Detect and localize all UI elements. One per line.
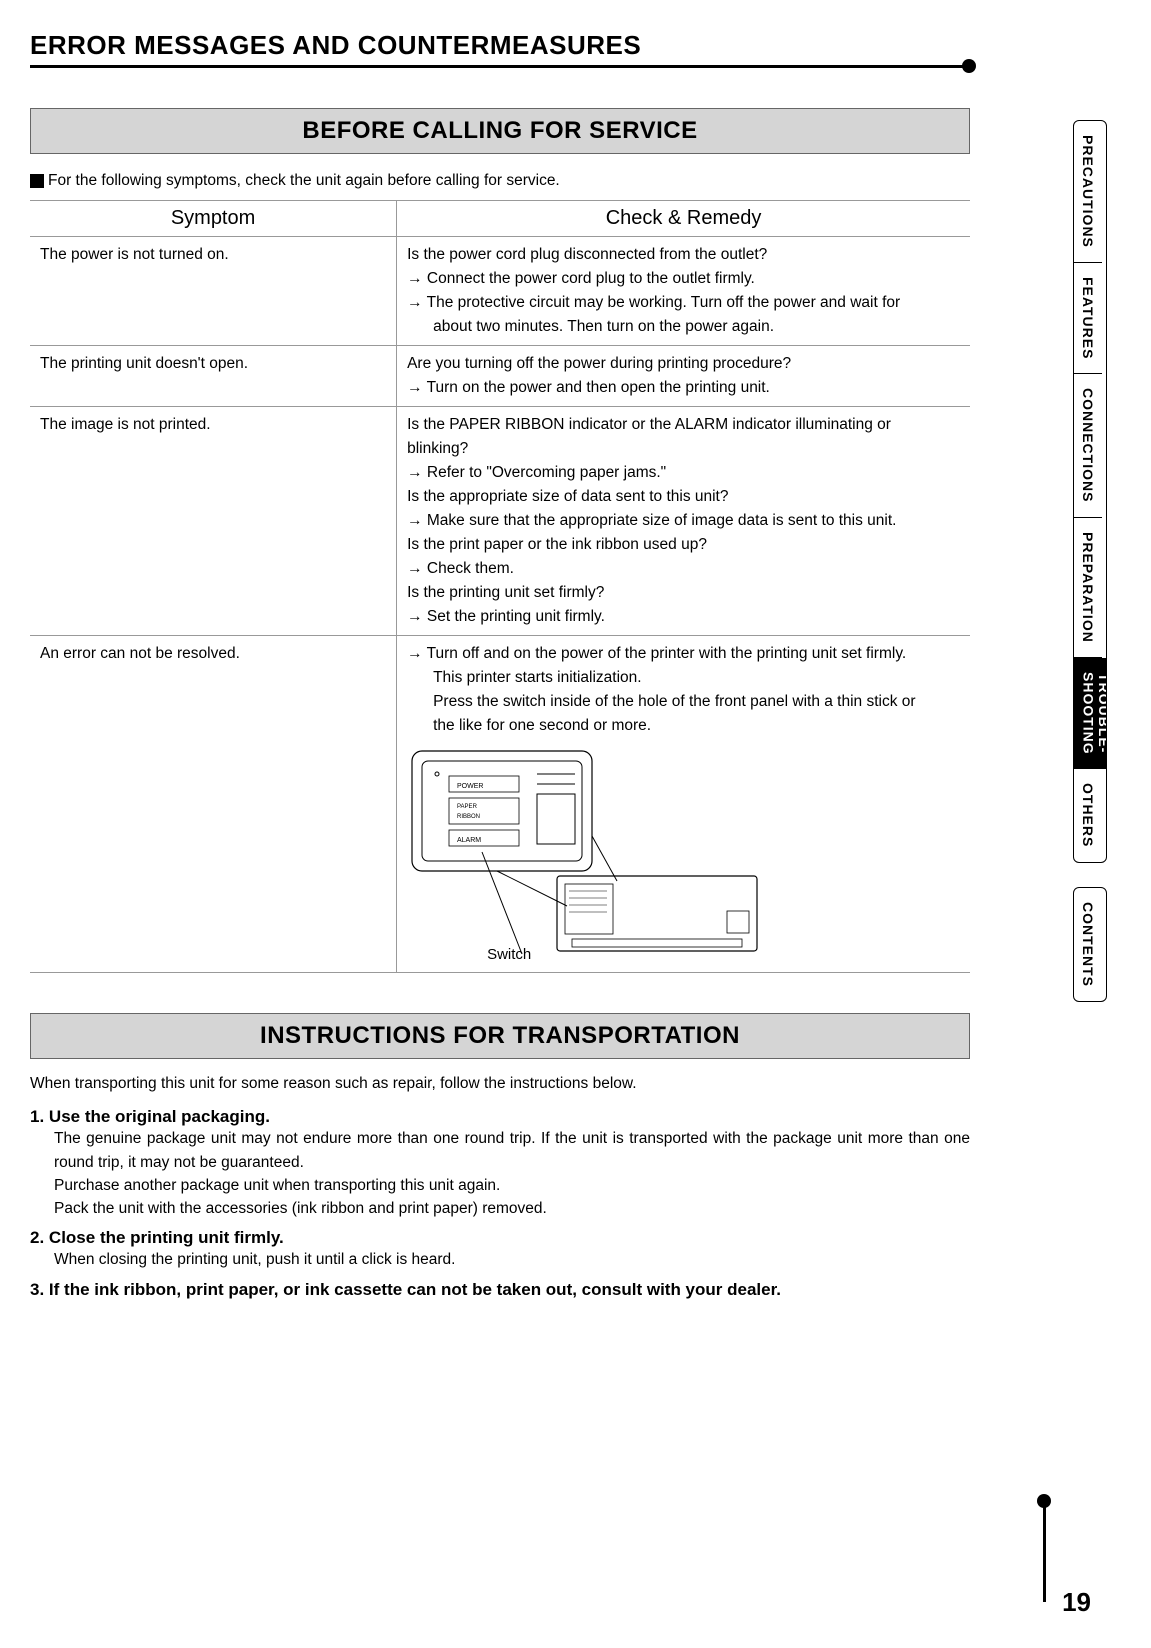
switch-label: Switch [487, 943, 531, 966]
remedy-line: Is the printing unit set firmly? [407, 581, 960, 605]
remedy-cell: Are you turning off the power during pri… [397, 346, 970, 407]
symptom-cell: The printing unit doesn't open. [30, 346, 397, 407]
remedy-line: → Set the printing unit firmly. [407, 605, 960, 629]
tab-connections[interactable]: CONNECTIONS [1074, 374, 1102, 517]
table-row: The printing unit doesn't open. Are you … [30, 346, 970, 407]
remedy-line: → Refer to "Overcoming paper jams." [407, 461, 960, 485]
remedy-line: Is the PAPER RIBBON indicator or the ALA… [407, 413, 960, 437]
body-line: Purchase another package unit when trans… [54, 1174, 970, 1197]
section-header-transport: INSTRUCTIONS FOR TRANSPORTATION [30, 1013, 970, 1059]
body-line: The genuine package unit may not endure … [54, 1127, 970, 1174]
remedy-cell: → Turn off and on the power of the print… [397, 636, 970, 973]
remedy-line: → Connect the power cord plug to the out… [407, 267, 960, 291]
instruction-head: 1. Use the original packaging. [30, 1107, 970, 1127]
instruction-num: 2. [30, 1228, 44, 1247]
instruction-title: If the ink ribbon, print paper, or ink c… [49, 1280, 781, 1299]
remedy-line: Is the power cord plug disconnected from… [407, 243, 960, 267]
tab-others[interactable]: OTHERS [1074, 769, 1102, 861]
instruction-body: The genuine package unit may not endure … [30, 1127, 970, 1220]
table-row: The image is not printed. Is the PAPER R… [30, 407, 970, 636]
body-line: When closing the printing unit, push it … [54, 1248, 970, 1271]
instruction-title: Use the original packaging. [49, 1107, 270, 1126]
svg-text:PAPER: PAPER [457, 804, 478, 810]
remedy-cell: Is the PAPER RIBBON indicator or the ALA… [397, 407, 970, 636]
tab-preparation[interactable]: PREPARATION [1074, 518, 1102, 658]
title-dot-icon [962, 59, 976, 73]
tab-troubleshooting[interactable]: TROUBLE- SHOOTING [1074, 658, 1107, 770]
page-title: ERROR MESSAGES AND COUNTERMEASURES [30, 30, 970, 68]
tab-group-main: PRECAUTIONS FEATURES CONNECTIONS PREPARA… [1073, 120, 1107, 863]
remedy-line: blinking? [407, 437, 960, 461]
instruction-title: Close the printing unit firmly. [49, 1228, 284, 1247]
page-number: 19 [1062, 1587, 1091, 1618]
side-tabs: PRECAUTIONS FEATURES CONNECTIONS PREPARA… [1073, 120, 1107, 1026]
remedy-line: → Check them. [407, 557, 960, 581]
svg-text:RIBBON: RIBBON [457, 814, 480, 820]
instruction-item: 3. If the ink ribbon, print paper, or in… [30, 1280, 970, 1300]
tab-group-contents: CONTENTS [1073, 887, 1107, 1002]
table-row: The power is not turned on. Is the power… [30, 237, 970, 346]
remedy-line: → The protective circuit may be working.… [407, 291, 960, 315]
remedy-line: the like for one second or more. [407, 714, 960, 738]
instruction-item: 1. Use the original packaging. The genui… [30, 1107, 970, 1220]
symptom-table: Symptom Check & Remedy The power is not … [30, 200, 970, 973]
remedy-line: Press the switch inside of the hole of t… [407, 690, 960, 714]
tab-contents[interactable]: CONTENTS [1074, 888, 1102, 1001]
remedy-line: about two minutes. Then turn on the powe… [407, 315, 960, 339]
bullet-square-icon [30, 174, 44, 188]
instruction-num: 1. [30, 1107, 44, 1126]
intro-service-text: For the following symptoms, check the un… [48, 172, 560, 189]
symptom-cell: The power is not turned on. [30, 237, 397, 346]
instruction-item: 2. Close the printing unit firmly. When … [30, 1228, 970, 1271]
remedy-line: → Turn off and on the power of the print… [407, 642, 960, 666]
body-line: Pack the unit with the accessories (ink … [54, 1197, 970, 1220]
instruction-head: 3. If the ink ribbon, print paper, or in… [30, 1280, 970, 1300]
tab-features[interactable]: FEATURES [1074, 263, 1102, 374]
svg-text:ALARM: ALARM [457, 837, 481, 844]
remedy-line: Is the print paper or the ink ribbon use… [407, 533, 960, 557]
remedy-cell: Is the power cord plug disconnected from… [397, 237, 970, 346]
instructions-list: 1. Use the original packaging. The genui… [30, 1107, 970, 1299]
instruction-body: When closing the printing unit, push it … [30, 1248, 970, 1271]
remedy-line: → Make sure that the appropriate size of… [407, 509, 960, 533]
section-header-service: BEFORE CALLING FOR SERVICE [30, 108, 970, 154]
footer-line-icon [1043, 1502, 1046, 1602]
transport-intro: When transporting this unit for some rea… [30, 1075, 970, 1093]
table-row: An error can not be resolved. → Turn off… [30, 636, 970, 973]
svg-text:POWER: POWER [457, 783, 483, 790]
remedy-line: → Turn on the power and then open the pr… [407, 376, 960, 400]
title-text: ERROR MESSAGES AND COUNTERMEASURES [30, 30, 641, 60]
remedy-line: This printer starts initialization. [407, 666, 960, 690]
remedy-line: Is the appropriate size of data sent to … [407, 485, 960, 509]
remedy-line: Are you turning off the power during pri… [407, 352, 960, 376]
intro-service: For the following symptoms, check the un… [30, 172, 970, 190]
col-symptom: Symptom [30, 201, 397, 237]
instruction-head: 2. Close the printing unit firmly. [30, 1228, 970, 1248]
symptom-cell: An error can not be resolved. [30, 636, 397, 973]
printer-illustration: POWER PAPER RIBBON ALARM [407, 746, 777, 966]
instruction-num: 3. [30, 1280, 44, 1299]
col-remedy: Check & Remedy [397, 201, 970, 237]
tab-precautions[interactable]: PRECAUTIONS [1074, 121, 1102, 263]
symptom-cell: The image is not printed. [30, 407, 397, 636]
